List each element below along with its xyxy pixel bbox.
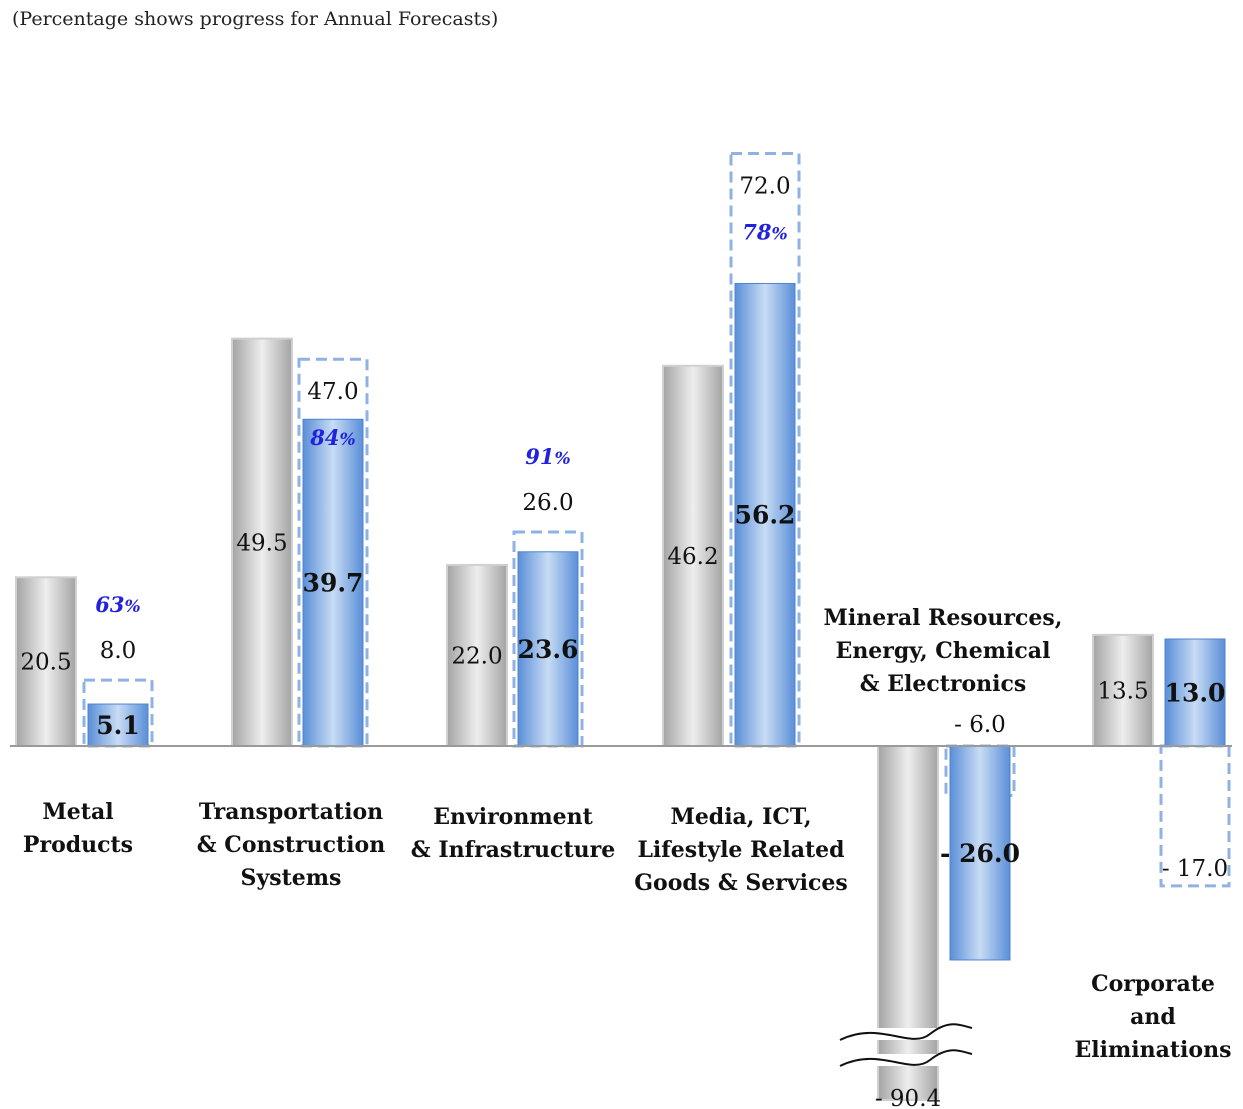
blue-value-label-5: 13.0 — [1165, 679, 1226, 708]
forecast-value-label-2: 26.0 — [522, 490, 573, 516]
progress-label-2: 91% — [525, 444, 570, 469]
axis-break — [839, 1023, 973, 1067]
forecast-box-1 — [297, 357, 369, 748]
category-label-1: Transportation & Construction Systems — [196, 799, 386, 891]
blue-bar-0 — [87, 703, 149, 747]
gray-bar-0 — [15, 576, 77, 747]
blue-bar-4 — [949, 745, 1011, 961]
forecast-boxes — [82, 151, 1231, 888]
gray-value-label-1: 49.5 — [236, 530, 287, 556]
blue-value-label-2: 23.6 — [518, 635, 579, 664]
category-label-4: Mineral Resources, Energy, Chemical & El… — [823, 605, 1063, 697]
break-mark-1 — [839, 1049, 973, 1067]
category-label-5: Corporate and Eliminations — [1074, 971, 1232, 1063]
break-mark-0 — [839, 1023, 973, 1041]
forecast-value-label-1: 47.0 — [307, 379, 358, 405]
forecast-value-label-5: - 17.0 — [1162, 856, 1228, 882]
blue-value-label-0: 5.1 — [96, 711, 140, 740]
gray-value-label-3: 46.2 — [667, 544, 718, 570]
blue-bar-1 — [302, 418, 364, 747]
blue-bar-2 — [517, 551, 579, 747]
blue-value-label-3: 56.2 — [735, 501, 796, 530]
category-label-3: Media, ICT, Lifestyle Related Goods & Se… — [634, 804, 848, 896]
progress-label-1: 84% — [309, 425, 355, 450]
value-labels: 20.5 49.5 22.0 46.2 - 90.4 13.5 5.1 39.7 23.6 56.… — [20, 173, 1228, 1109]
gray-bar-1 — [231, 337, 293, 747]
gray-bar-5 — [1092, 633, 1154, 748]
gray-bar-4 — [877, 745, 939, 1101]
chart-note: (Percentage shows progress for Annual Fo… — [12, 8, 499, 30]
forecast-box-3 — [729, 151, 801, 748]
bars — [15, 282, 1226, 1101]
gray-value-label-0: 20.5 — [20, 650, 71, 676]
gray-value-label-5: 13.5 — [1097, 678, 1148, 704]
gray-value-label-4: - 90.4 — [875, 1086, 941, 1109]
category-label-2: Environment & Infrastructure — [410, 804, 616, 863]
progress-label-0: 63% — [95, 592, 140, 617]
category-label-0: Metal Products — [22, 799, 134, 858]
forecast-value-label-4: - 6.0 — [954, 712, 1006, 738]
forecast-value-label-3: 72.0 — [739, 173, 790, 199]
blue-value-label-4: - 26.0 — [940, 839, 1020, 868]
forecast-box-0 — [82, 678, 154, 748]
blue-bar-5 — [1164, 638, 1226, 747]
progress-label-3: 78% — [742, 219, 787, 244]
gray-value-label-2: 22.0 — [451, 643, 502, 669]
blue-value-label-1: 39.7 — [303, 569, 364, 598]
forecast-value-label-0: 8.0 — [100, 638, 137, 664]
